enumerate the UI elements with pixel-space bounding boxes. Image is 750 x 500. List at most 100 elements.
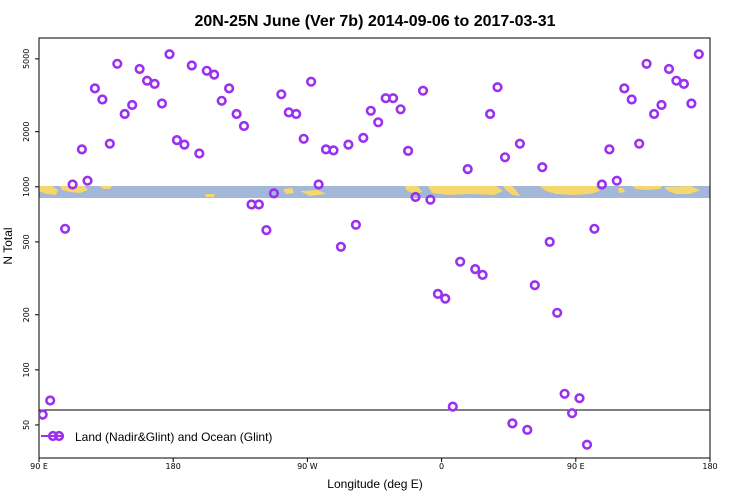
data-point — [641, 58, 652, 69]
chart-title: 20N-25N June (Ver 7b) 2014-09-06 to 2017… — [194, 13, 555, 30]
y-tick-label: 2000 — [22, 122, 31, 142]
data-point — [686, 98, 697, 109]
data-point — [447, 401, 458, 412]
data-point — [589, 223, 600, 234]
data-point — [164, 49, 175, 60]
data-point — [663, 63, 675, 75]
data-point — [499, 152, 511, 163]
legend-marker — [53, 430, 65, 442]
data-point — [581, 439, 593, 450]
data-point — [149, 78, 160, 89]
data-point — [253, 199, 264, 210]
data-point — [522, 424, 533, 436]
data-point — [626, 94, 637, 105]
data-point — [224, 83, 235, 94]
data-point — [335, 241, 347, 252]
y-tick-label: 200 — [22, 307, 31, 322]
data-point — [440, 293, 451, 304]
data-point — [39, 409, 48, 420]
legend: Land (Nadir&Glint) and Ocean (Glint) — [41, 430, 272, 444]
data-point — [89, 83, 100, 94]
data-point — [425, 194, 436, 205]
data-point — [477, 269, 488, 281]
data-point — [432, 288, 444, 300]
data-point — [350, 219, 362, 230]
y-tick-label: 50 — [22, 420, 31, 430]
x-axis: 90 E 180 90 W 0 90 E 180 — [30, 458, 718, 471]
y-tick-label: 1000 — [22, 177, 31, 197]
data-point — [112, 58, 123, 69]
x-tick-label: 90 W — [297, 462, 318, 471]
data-point — [82, 175, 93, 186]
plot-frame — [38, 37, 711, 459]
data-point — [656, 99, 667, 111]
ocean-band — [39, 186, 710, 198]
data-point — [97, 94, 108, 105]
data-point — [45, 395, 56, 406]
land-masses — [39, 186, 700, 197]
data-point — [544, 236, 555, 247]
data-point — [417, 85, 429, 96]
data-points — [39, 49, 704, 450]
data-point — [358, 132, 369, 143]
x-tick-label: 0 — [439, 462, 444, 471]
data-point — [209, 69, 220, 80]
y-tick-label: 100 — [22, 362, 31, 377]
y-axis-label: N Total — [1, 227, 15, 264]
data-point — [171, 135, 182, 146]
x-tick-label: 180 — [702, 462, 717, 471]
x-axis-label: Longitude (deg E) — [327, 477, 422, 491]
data-point — [373, 117, 384, 128]
data-point — [261, 225, 272, 236]
data-point — [634, 138, 645, 149]
data-point — [552, 307, 563, 318]
data-point — [403, 145, 414, 156]
data-point — [306, 76, 317, 87]
data-point — [76, 144, 87, 155]
data-point — [365, 105, 376, 116]
data-point — [268, 188, 280, 199]
data-point — [201, 65, 212, 76]
data-point — [104, 138, 115, 149]
data-point — [410, 191, 421, 203]
y-axis: 50 100 200 500 1000 2000 5000 — [22, 49, 39, 430]
legend-label: Land (Nadir&Glint) and Ocean (Glint) — [75, 430, 272, 444]
data-point — [566, 408, 578, 419]
data-point — [127, 99, 138, 111]
data-point — [485, 108, 496, 120]
data-point — [231, 108, 242, 120]
data-point — [559, 388, 570, 399]
data-point — [276, 89, 287, 100]
data-point — [156, 98, 168, 109]
data-point — [238, 120, 250, 132]
data-point — [186, 60, 197, 71]
data-point — [194, 148, 205, 159]
data-point — [604, 144, 615, 155]
data-point — [596, 179, 608, 190]
data-point — [179, 139, 190, 150]
y-tick-label: 500 — [22, 234, 31, 249]
data-point — [678, 78, 690, 89]
data-point — [313, 179, 324, 190]
data-point — [492, 82, 503, 93]
y-tick-label: 5000 — [22, 49, 31, 69]
data-point — [216, 95, 227, 106]
data-point — [514, 138, 526, 149]
data-point — [388, 93, 399, 104]
data-point — [455, 256, 466, 267]
data-point — [611, 175, 622, 186]
legend-marker — [47, 430, 59, 442]
data-point — [59, 223, 71, 234]
data-point — [291, 108, 302, 120]
data-point — [462, 164, 473, 175]
x-tick-label: 90 E — [567, 462, 585, 471]
map-strip — [39, 186, 710, 198]
data-point — [537, 162, 548, 173]
data-point — [574, 393, 585, 404]
data-point — [67, 179, 78, 190]
data-point — [470, 264, 481, 275]
data-point — [343, 139, 354, 150]
data-point — [134, 63, 145, 75]
data-point — [507, 418, 518, 429]
